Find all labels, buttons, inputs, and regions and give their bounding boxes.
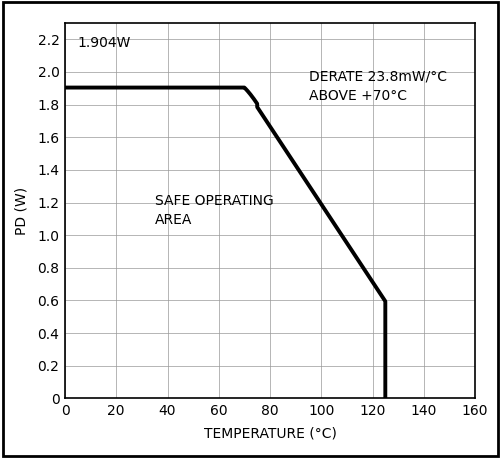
Y-axis label: PD (W): PD (W) [15, 186, 29, 235]
X-axis label: TEMPERATURE (°C): TEMPERATURE (°C) [204, 426, 336, 440]
Text: DERATE 23.8mW/°C
ABOVE +70°C: DERATE 23.8mW/°C ABOVE +70°C [309, 70, 447, 104]
Text: 1.904W: 1.904W [78, 36, 130, 50]
Text: SAFE OPERATING
AREA: SAFE OPERATING AREA [155, 194, 274, 228]
